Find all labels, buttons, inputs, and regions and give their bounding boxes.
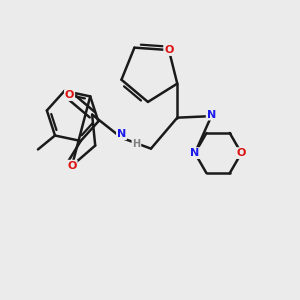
Text: O: O <box>164 45 174 55</box>
Text: N: N <box>117 129 126 139</box>
Text: O: O <box>65 90 74 100</box>
Text: N: N <box>207 110 216 120</box>
Text: O: O <box>67 161 77 171</box>
Text: O: O <box>237 148 246 158</box>
Text: N: N <box>190 148 200 158</box>
Text: H: H <box>132 139 140 149</box>
